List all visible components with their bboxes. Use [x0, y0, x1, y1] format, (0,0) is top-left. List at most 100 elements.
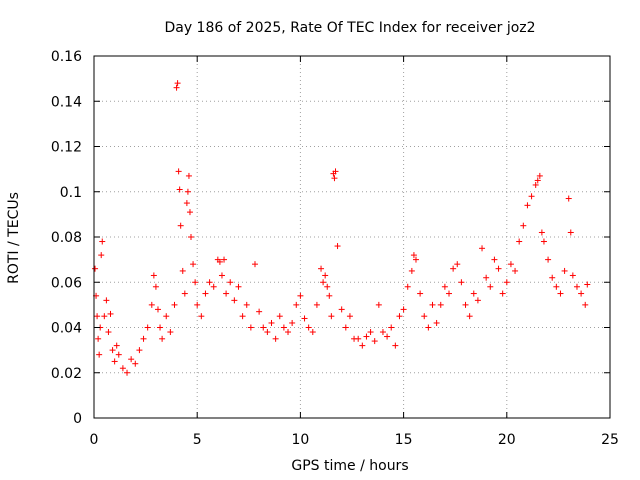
data-point [186, 209, 193, 216]
data-point [512, 267, 519, 274]
data-point [400, 306, 407, 313]
y-tick-label: 0.1 [60, 185, 82, 201]
data-point [371, 338, 378, 345]
data-point [342, 324, 349, 331]
data-point [159, 335, 166, 342]
x-tick-labels: 0 5 10 15 20 25 [90, 432, 619, 448]
data-point [446, 290, 453, 297]
data-point [176, 186, 183, 193]
data-point [429, 301, 436, 308]
data-point [136, 347, 143, 354]
data-point [412, 256, 419, 263]
data-point [280, 324, 287, 331]
y-tick-label: 0.12 [51, 140, 82, 156]
data-point [148, 301, 155, 308]
data-point [569, 272, 576, 279]
data-point [206, 279, 213, 286]
data-point [507, 261, 514, 268]
data-point [119, 365, 126, 372]
data-point [99, 238, 106, 245]
data-point [216, 258, 223, 265]
data-point [450, 265, 457, 272]
x-tick-label: 0 [90, 432, 99, 448]
x-tick-label: 5 [193, 432, 202, 448]
data-point [516, 238, 523, 245]
data-point [184, 188, 191, 195]
data-point [239, 313, 246, 320]
data-point [417, 290, 424, 297]
data-point [499, 290, 506, 297]
data-point [359, 342, 366, 349]
y-tick-label: 0.16 [51, 49, 82, 65]
y-tick-labels: 0 0.02 0.04 0.06 0.08 0.1 0.12 0.14 0.16 [51, 49, 82, 427]
data-point [454, 261, 461, 268]
data-point [483, 274, 490, 281]
data-point [154, 306, 161, 313]
data-point [384, 333, 391, 340]
x-tick-label: 15 [395, 432, 413, 448]
data-point [582, 301, 589, 308]
data-point [557, 290, 564, 297]
data-point [177, 222, 184, 229]
data-point [318, 265, 325, 272]
data-point [495, 265, 502, 272]
y-tick-label: 0.08 [51, 230, 82, 246]
data-point [363, 333, 370, 340]
data-point [491, 256, 498, 263]
data-points [92, 80, 591, 376]
data-point [107, 310, 114, 317]
data-point [334, 243, 341, 250]
x-tick-label: 20 [498, 432, 516, 448]
data-point [573, 283, 580, 290]
data-point [553, 283, 560, 290]
data-point [433, 319, 440, 326]
data-point [293, 301, 300, 308]
data-point [524, 202, 531, 209]
data-point [192, 279, 199, 286]
data-point [140, 335, 147, 342]
y-tick-label: 0.04 [51, 321, 82, 337]
data-point [503, 279, 510, 286]
data-point [313, 301, 320, 308]
data-point [320, 279, 327, 286]
data-point [561, 267, 568, 274]
data-point [175, 168, 182, 175]
y-tick-label: 0.14 [51, 94, 82, 110]
data-point [322, 272, 329, 279]
data-point [124, 369, 131, 376]
data-point [567, 229, 574, 236]
data-point [167, 329, 174, 336]
data-point [421, 313, 428, 320]
data-point [285, 329, 292, 336]
data-point [157, 324, 164, 331]
data-point [144, 324, 151, 331]
y-tick-label: 0 [73, 411, 82, 427]
data-point [441, 283, 448, 290]
data-point [113, 342, 120, 349]
data-point [174, 80, 181, 87]
data-point [132, 360, 139, 367]
data-point [251, 261, 258, 268]
data-point [462, 301, 469, 308]
x-tick-label: 25 [601, 432, 619, 448]
data-point [243, 301, 250, 308]
data-point [331, 175, 338, 182]
data-point [437, 301, 444, 308]
data-point [458, 279, 465, 286]
x-axis-label: GPS time / hours [291, 458, 408, 474]
data-point [355, 335, 362, 342]
data-point [210, 283, 217, 290]
data-point [218, 272, 225, 279]
data-point [173, 84, 180, 91]
grid-lines [94, 56, 610, 418]
data-point [309, 329, 316, 336]
data-point [532, 181, 539, 188]
data-point [332, 168, 339, 175]
data-point [297, 292, 304, 299]
data-point [346, 313, 353, 320]
data-point [231, 297, 238, 304]
data-point [479, 245, 486, 252]
data-point [101, 313, 108, 320]
data-point [470, 290, 477, 297]
